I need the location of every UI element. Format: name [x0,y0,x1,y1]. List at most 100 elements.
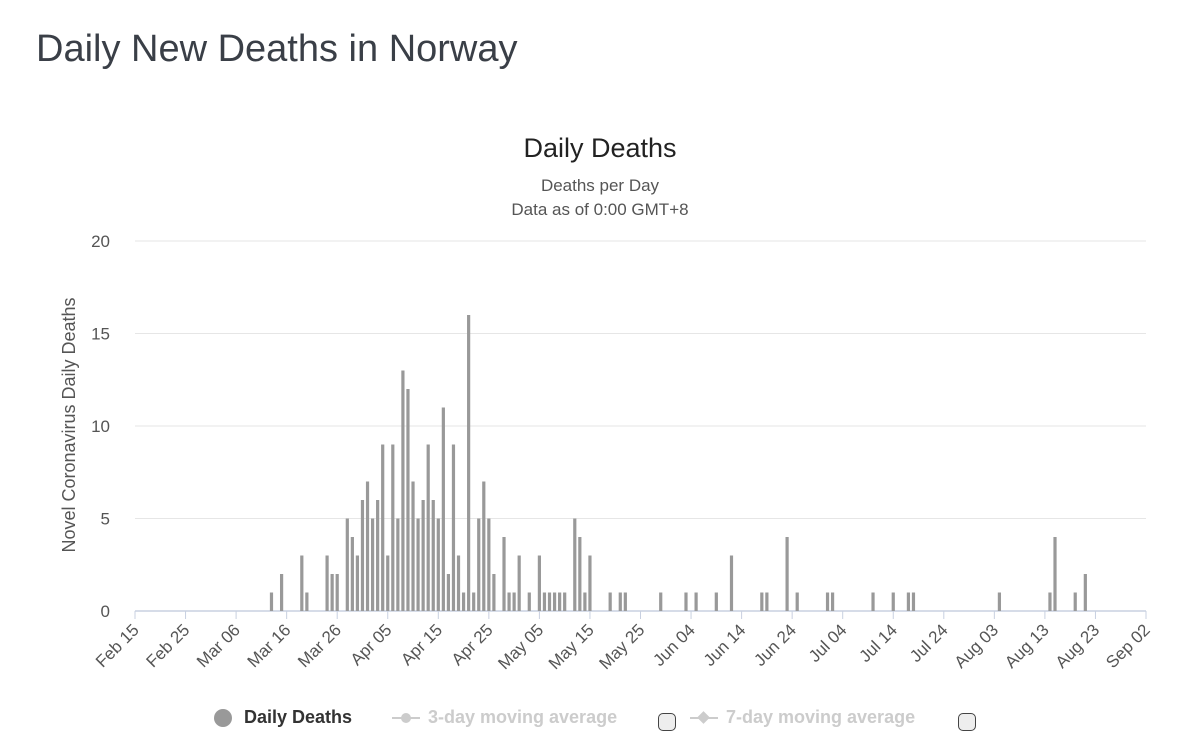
x-tick-label: Apr 25 [448,620,497,669]
bar-daily-deaths[interactable] [563,592,567,612]
bar-daily-deaths[interactable] [558,592,562,612]
y-tick-label: 15 [91,325,110,344]
x-tick-label: Sep 02 [1102,620,1154,672]
bar-daily-deaths[interactable] [1048,592,1052,612]
bar-daily-deaths[interactable] [401,370,405,612]
bar-daily-deaths[interactable] [618,592,622,612]
bar-daily-deaths[interactable] [785,537,789,611]
bar-daily-deaths[interactable] [386,555,390,612]
bar-daily-deaths[interactable] [391,444,395,612]
bar-daily-deaths[interactable] [714,592,718,612]
bar-daily-deaths[interactable] [472,592,476,612]
bar-daily-deaths[interactable] [830,592,835,612]
bar-daily-deaths[interactable] [659,592,663,612]
bar-daily-deaths[interactable] [446,574,451,611]
bar-daily-deaths[interactable] [684,592,688,612]
legend-daily-deaths[interactable]: Daily Deaths [214,707,352,728]
bar-daily-deaths[interactable] [350,537,354,611]
x-tick-label: Feb 15 [92,620,143,671]
bar-daily-deaths[interactable] [487,518,491,612]
bar-daily-deaths[interactable] [492,574,496,611]
bar-daily-deaths[interactable] [729,555,734,612]
legend-7-day-average[interactable]: 7-day moving average [690,707,915,728]
bar-daily-deaths[interactable] [467,315,471,611]
bar-daily-deaths[interactable] [694,592,698,612]
bar-daily-deaths[interactable] [1083,574,1087,611]
bar-daily-deaths[interactable] [588,555,592,612]
x-tick-label: Aug 03 [951,620,1003,672]
legend-label: 3-day moving average [428,707,618,727]
bar-daily-deaths[interactable] [370,518,375,612]
bar-daily-deaths[interactable] [355,555,360,612]
bar-daily-deaths[interactable] [537,555,541,612]
bar-daily-deaths[interactable] [330,574,334,611]
bar-daily-deaths[interactable] [795,592,799,612]
bar-daily-deaths[interactable] [765,592,769,612]
bar-daily-deaths[interactable] [436,518,440,612]
bar-daily-deaths[interactable] [906,592,911,612]
bar-daily-deaths[interactable] [456,555,461,612]
bar-daily-deaths[interactable] [517,555,521,612]
x-axis-ticks: Feb 15 Feb 25 Mar 06 Mar 16 Mar 26 Apr 05 Apr … [92,611,1154,673]
bar-daily-deaths[interactable] [381,444,385,612]
x-tick-label: Jun 24 [750,620,800,670]
bar-daily-deaths[interactable] [482,481,486,612]
bar-daily-deaths[interactable] [376,500,380,611]
bar-daily-deaths[interactable] [421,500,425,611]
bar-daily-deaths[interactable] [997,592,1002,612]
bar-daily-deaths[interactable] [279,574,284,611]
bar-daily-deaths[interactable] [542,592,547,612]
bar-daily-deaths[interactable] [335,574,339,611]
x-tick-label: Jun 14 [700,620,750,670]
bar-daily-deaths[interactable] [583,592,587,612]
bar-daily-deaths[interactable] [573,518,577,612]
bar-daily-deaths[interactable] [406,389,410,611]
bar-daily-deaths[interactable] [547,592,552,612]
bar-daily-deaths[interactable] [502,537,506,611]
x-tick-label: May 05 [494,620,547,673]
bar-daily-deaths[interactable] [512,592,516,612]
bar-daily-deaths[interactable] [345,518,349,612]
bar-daily-deaths[interactable] [411,481,415,612]
bar-daily-deaths[interactable] [431,500,435,611]
bar-daily-deaths[interactable] [451,444,456,612]
bar-daily-deaths[interactable] [911,592,916,612]
bar-daily-deaths[interactable] [269,592,274,612]
bar-daily-deaths[interactable] [477,518,481,612]
chart-bars[interactable] [269,315,1087,612]
bar-daily-deaths[interactable] [1053,537,1057,611]
bar-daily-deaths[interactable] [461,592,466,612]
legend-label: 7-day moving average [726,707,916,727]
legend-3-day-average[interactable]: 3-day moving average [392,707,617,728]
x-tick-label: Jul 24 [906,620,952,666]
bar-daily-deaths[interactable] [623,592,627,612]
bar-daily-deaths[interactable] [305,592,309,612]
x-tick-label: May 25 [595,620,648,673]
bar-daily-deaths[interactable] [825,592,830,612]
bar-daily-deaths[interactable] [527,592,531,612]
x-tick-label: Mar 06 [193,620,244,671]
chart-legend: Daily Deaths 3-day moving average 7-day … [0,707,1200,737]
bar-daily-deaths[interactable] [552,592,557,612]
bar-daily-deaths[interactable] [416,518,420,612]
bar-daily-deaths[interactable] [441,407,445,612]
bar-daily-deaths[interactable] [760,592,764,612]
bar-daily-deaths[interactable] [325,555,329,612]
bar-daily-deaths[interactable] [578,537,582,611]
bar-daily-deaths[interactable] [1073,592,1077,612]
bar-daily-deaths[interactable] [426,444,430,612]
x-tick-label: Mar 26 [294,620,345,671]
bar-daily-deaths[interactable] [360,500,365,611]
toggle-3-day-average-checkbox[interactable] [658,713,676,731]
bar-daily-deaths[interactable] [396,518,400,612]
bar-daily-deaths[interactable] [507,592,511,612]
bar-daily-deaths[interactable] [891,592,895,612]
y-axis-ticks: 0 5 10 15 20 [91,232,110,621]
toggle-7-day-average-checkbox[interactable] [958,713,976,731]
bar-daily-deaths[interactable] [365,481,370,612]
bar-daily-deaths[interactable] [300,555,304,612]
bar-daily-deaths[interactable] [871,592,875,612]
y-tick-label: 10 [91,417,110,436]
bar-daily-deaths[interactable] [608,592,612,612]
